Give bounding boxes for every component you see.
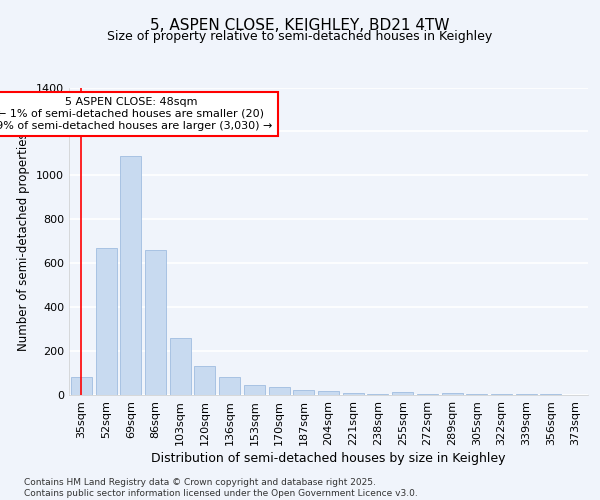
Bar: [318, 390, 339, 395]
Bar: [170, 338, 191, 395]
Bar: [442, 393, 463, 395]
Bar: [491, 394, 512, 395]
Text: Size of property relative to semi-detached houses in Keighley: Size of property relative to semi-detach…: [107, 30, 493, 43]
Bar: [269, 388, 290, 395]
Bar: [71, 378, 92, 395]
X-axis label: Distribution of semi-detached houses by size in Keighley: Distribution of semi-detached houses by …: [151, 452, 506, 465]
Text: 5, ASPEN CLOSE, KEIGHLEY, BD21 4TW: 5, ASPEN CLOSE, KEIGHLEY, BD21 4TW: [150, 18, 450, 32]
Bar: [516, 394, 537, 395]
Y-axis label: Number of semi-detached properties: Number of semi-detached properties: [17, 132, 31, 350]
Bar: [145, 250, 166, 395]
Bar: [219, 378, 240, 395]
Bar: [293, 390, 314, 395]
Bar: [466, 394, 487, 395]
Bar: [367, 394, 388, 395]
Bar: [194, 366, 215, 395]
Bar: [392, 392, 413, 395]
Bar: [244, 385, 265, 395]
Bar: [343, 393, 364, 395]
Bar: [417, 394, 438, 395]
Bar: [541, 394, 562, 395]
Text: 5 ASPEN CLOSE: 48sqm
← 1% of semi-detached houses are smaller (20)
99% of semi-d: 5 ASPEN CLOSE: 48sqm ← 1% of semi-detach…: [0, 98, 272, 130]
Text: Contains HM Land Registry data © Crown copyright and database right 2025.
Contai: Contains HM Land Registry data © Crown c…: [24, 478, 418, 498]
Bar: [95, 248, 116, 395]
Bar: [120, 156, 141, 395]
